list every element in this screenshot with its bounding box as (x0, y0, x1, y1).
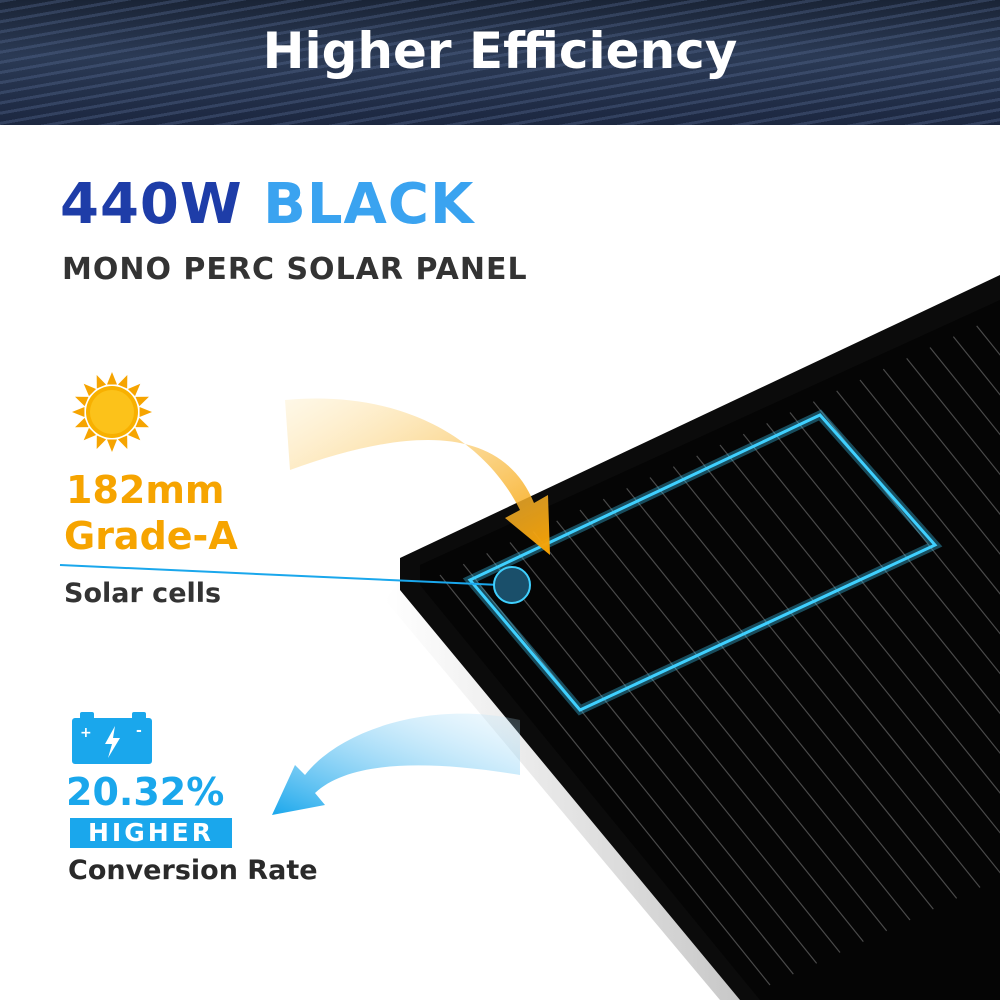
cell-line (649, 477, 981, 888)
cell-line (486, 552, 818, 964)
sun-ray (96, 375, 107, 389)
conversion-rate-label: Conversion Rate (68, 855, 318, 886)
sun-ray (127, 427, 141, 441)
sun-ray (106, 439, 118, 452)
cell-line (439, 574, 771, 986)
wattage: 440W (60, 172, 243, 237)
higher-badge: HIGHER (70, 818, 232, 848)
sun-ray (83, 383, 97, 397)
product-subtitle: MONO PERC SOLAR PANEL (62, 252, 528, 287)
callout-dot (493, 566, 531, 604)
header-title: Higher Efficiency (262, 22, 738, 80)
sun-ray (139, 406, 152, 418)
svg-text:-: - (136, 723, 142, 739)
cell-grade: Grade-A (64, 514, 238, 558)
battery-icon: + - (72, 712, 152, 764)
sun-ray (117, 375, 128, 389)
sun-ray (72, 406, 85, 418)
cell-line (602, 498, 934, 910)
cell-line (509, 542, 841, 953)
color-word: BLACK (263, 172, 475, 237)
highlight-glow (462, 409, 943, 716)
cell-line (719, 444, 1000, 794)
sun-ray (106, 372, 118, 385)
header-banner (0, 0, 1000, 125)
sun-ray (75, 417, 89, 428)
cell-line (859, 379, 1000, 555)
cell-line (929, 347, 1000, 436)
blue-arrow (272, 713, 520, 815)
cell-line (742, 433, 1000, 755)
solar-farm-background (0, 0, 1000, 125)
cell-line (626, 487, 958, 899)
sun-icon (72, 372, 152, 452)
cell-line (882, 368, 1000, 516)
cell-line (789, 412, 1000, 675)
sun-ray (135, 396, 149, 407)
sun-ray (135, 417, 149, 428)
cell-line (672, 466, 1000, 874)
callout-line (59, 564, 501, 586)
cell-line (462, 563, 794, 975)
sun-ray (117, 435, 128, 449)
cell-line (766, 422, 1000, 715)
sun-ray (83, 427, 97, 441)
sun-ray (127, 383, 141, 397)
cell-label: Solar cells (64, 578, 222, 609)
sun-ray (96, 435, 107, 449)
cell-line (556, 520, 888, 932)
cell-line (696, 455, 1000, 834)
sun-ray (75, 396, 89, 407)
cell-line (906, 357, 1000, 476)
svg-text:+: + (80, 725, 92, 741)
orange-arrow (285, 398, 550, 555)
conversion-rate-value: 20.32% (66, 770, 225, 814)
cell-line (836, 390, 1000, 595)
headline: 440W BLACK (60, 172, 474, 237)
cell-size: 182mm (66, 468, 225, 512)
cell-line (532, 531, 864, 943)
highlight-frame (467, 413, 938, 712)
cell-line (579, 509, 911, 921)
